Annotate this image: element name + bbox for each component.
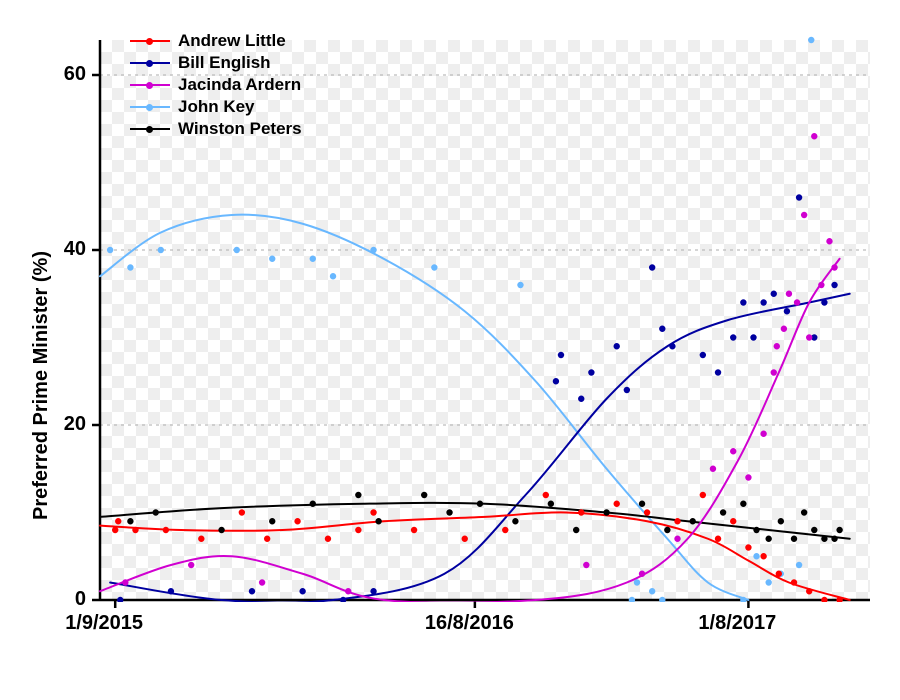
legend-item: Jacinda Ardern [130,74,302,96]
legend-line-icon [130,106,170,108]
chart-root: Preferred Prime Minister (%) Andrew Litt… [0,0,900,700]
legend-item: John Key [130,96,302,118]
x-tick-label: 1/8/2017 [698,612,818,635]
legend-marker-icon [146,38,153,45]
legend-marker-icon [146,104,153,111]
x-tick-label: 1/9/2015 [65,612,185,635]
legend-label: Bill English [178,53,271,73]
y-tick-label: 0 [75,588,86,611]
legend-label: John Key [178,97,255,117]
legend-label: Andrew Little [178,31,286,51]
legend: Andrew LittleBill EnglishJacinda ArdernJ… [130,30,302,140]
y-tick-label: 20 [64,413,86,436]
legend-marker-icon [146,60,153,67]
legend-line-icon [130,84,170,86]
legend-marker-icon [146,126,153,133]
legend-item: Winston Peters [130,118,302,140]
legend-line-icon [130,62,170,64]
legend-item: Bill English [130,52,302,74]
x-tick-label: 16/8/2016 [425,612,545,635]
legend-line-icon [130,128,170,130]
legend-line-icon [130,40,170,42]
legend-label: Winston Peters [178,119,302,139]
y-axis-label: Preferred Prime Minister (%) [30,251,53,520]
legend-marker-icon [146,82,153,89]
legend-item: Andrew Little [130,30,302,52]
y-tick-label: 40 [64,238,86,261]
y-tick-label: 60 [64,63,86,86]
legend-label: Jacinda Ardern [178,75,301,95]
